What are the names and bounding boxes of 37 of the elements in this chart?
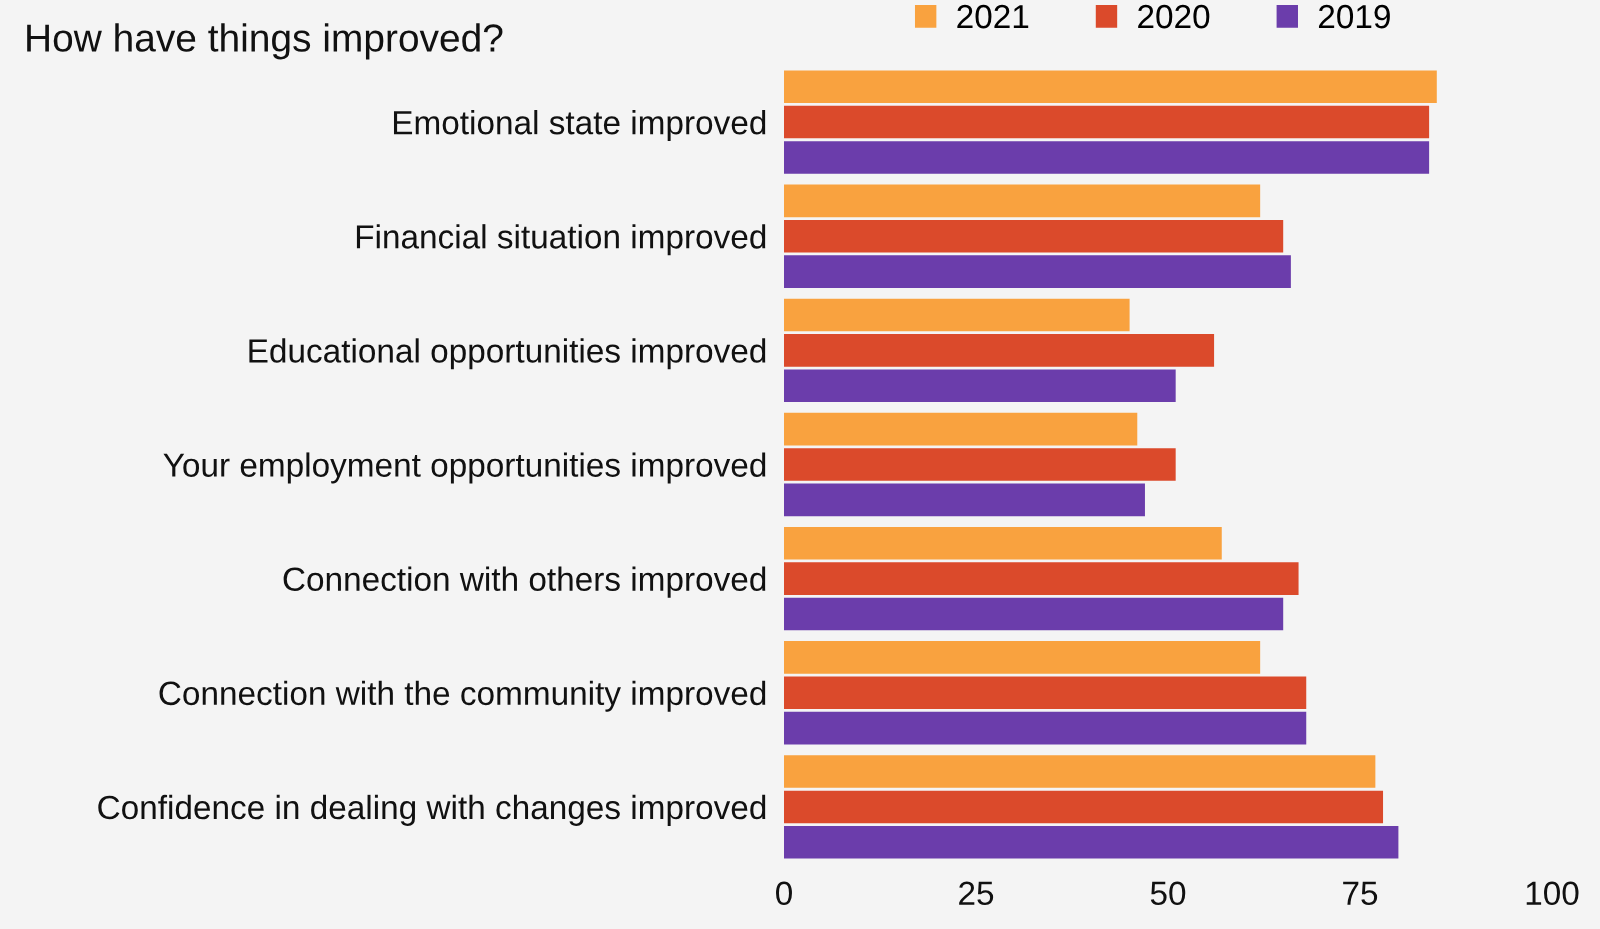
bar	[784, 483, 1145, 517]
bar	[784, 334, 1215, 367]
bar	[784, 369, 1176, 403]
y-tick-label: Your employment opportunities improved	[163, 452, 766, 484]
x-tick-label: 0	[776, 881, 792, 906]
bar	[784, 219, 1284, 253]
bar	[784, 597, 1284, 631]
y-tick-label: Emotional state improved	[393, 110, 766, 142]
legend-label: 2019	[1318, 4, 1390, 29]
bar	[784, 641, 1261, 674]
bar	[784, 526, 1222, 560]
y-tick-label: Confidence in dealing with changes improved	[98, 794, 766, 826]
bar	[784, 184, 1261, 218]
bar	[784, 70, 1437, 103]
y-tick-label: Financial situation improved	[356, 224, 766, 256]
legend-label: 2021	[957, 4, 1029, 29]
x-tick-label: 50	[1150, 881, 1186, 906]
x-tick-label: 75	[1343, 881, 1378, 906]
bar	[784, 790, 1384, 824]
bar	[784, 255, 1291, 288]
x-tick-label: 100	[1526, 881, 1579, 906]
x-tick-label: 25	[959, 881, 994, 906]
y-tick-label: Connection with the community improved	[159, 680, 766, 712]
bar	[784, 676, 1307, 710]
legend-label: 2020	[1138, 4, 1210, 29]
bar	[784, 141, 1430, 174]
bar	[784, 298, 1130, 332]
bar	[784, 826, 1399, 859]
bar	[784, 448, 1176, 481]
bar	[784, 412, 1138, 446]
bar	[784, 562, 1299, 595]
bar	[784, 711, 1307, 745]
bar	[784, 755, 1376, 788]
text: How have things improved?	[27, 23, 503, 60]
y-tick-label: Educational opportunities improved	[249, 338, 766, 370]
bar	[784, 105, 1430, 139]
y-tick-label: Connection with others improved	[283, 566, 766, 598]
